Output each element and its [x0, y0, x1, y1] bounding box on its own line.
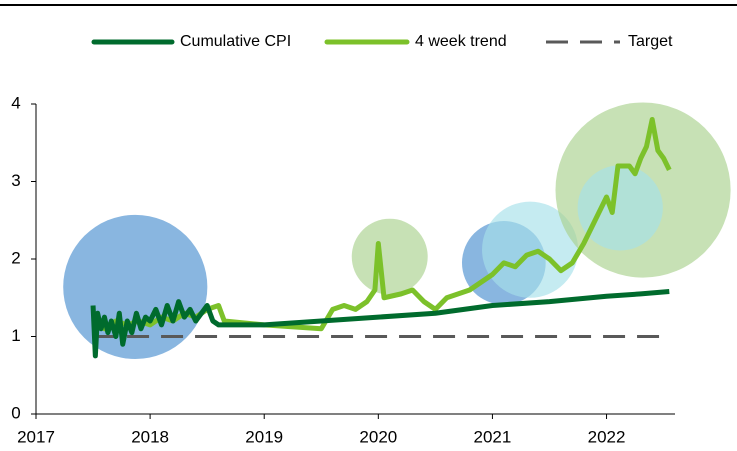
bubble: [482, 201, 579, 298]
bubble: [351, 218, 428, 295]
y-tick-label: 4: [11, 93, 20, 112]
y-tick-label: 3: [11, 171, 20, 190]
x-tick-label: 2019: [245, 427, 283, 446]
x-tick-label: 2018: [131, 427, 169, 446]
legend-label: 4 week trend: [415, 33, 507, 50]
x-tick-label: 2017: [17, 427, 55, 446]
x-tick-label: 2021: [474, 427, 512, 446]
y-tick-label: 2: [11, 248, 20, 267]
x-tick-label: 2020: [359, 427, 397, 446]
x-tick-label: 2022: [588, 427, 626, 446]
y-tick-label: 1: [11, 326, 20, 345]
bubble: [577, 165, 663, 251]
legend-label: Cumulative CPI: [180, 33, 291, 50]
series-line: [90, 289, 670, 359]
legend-label: Target: [628, 33, 673, 50]
y-tick-label: 0: [11, 403, 20, 422]
